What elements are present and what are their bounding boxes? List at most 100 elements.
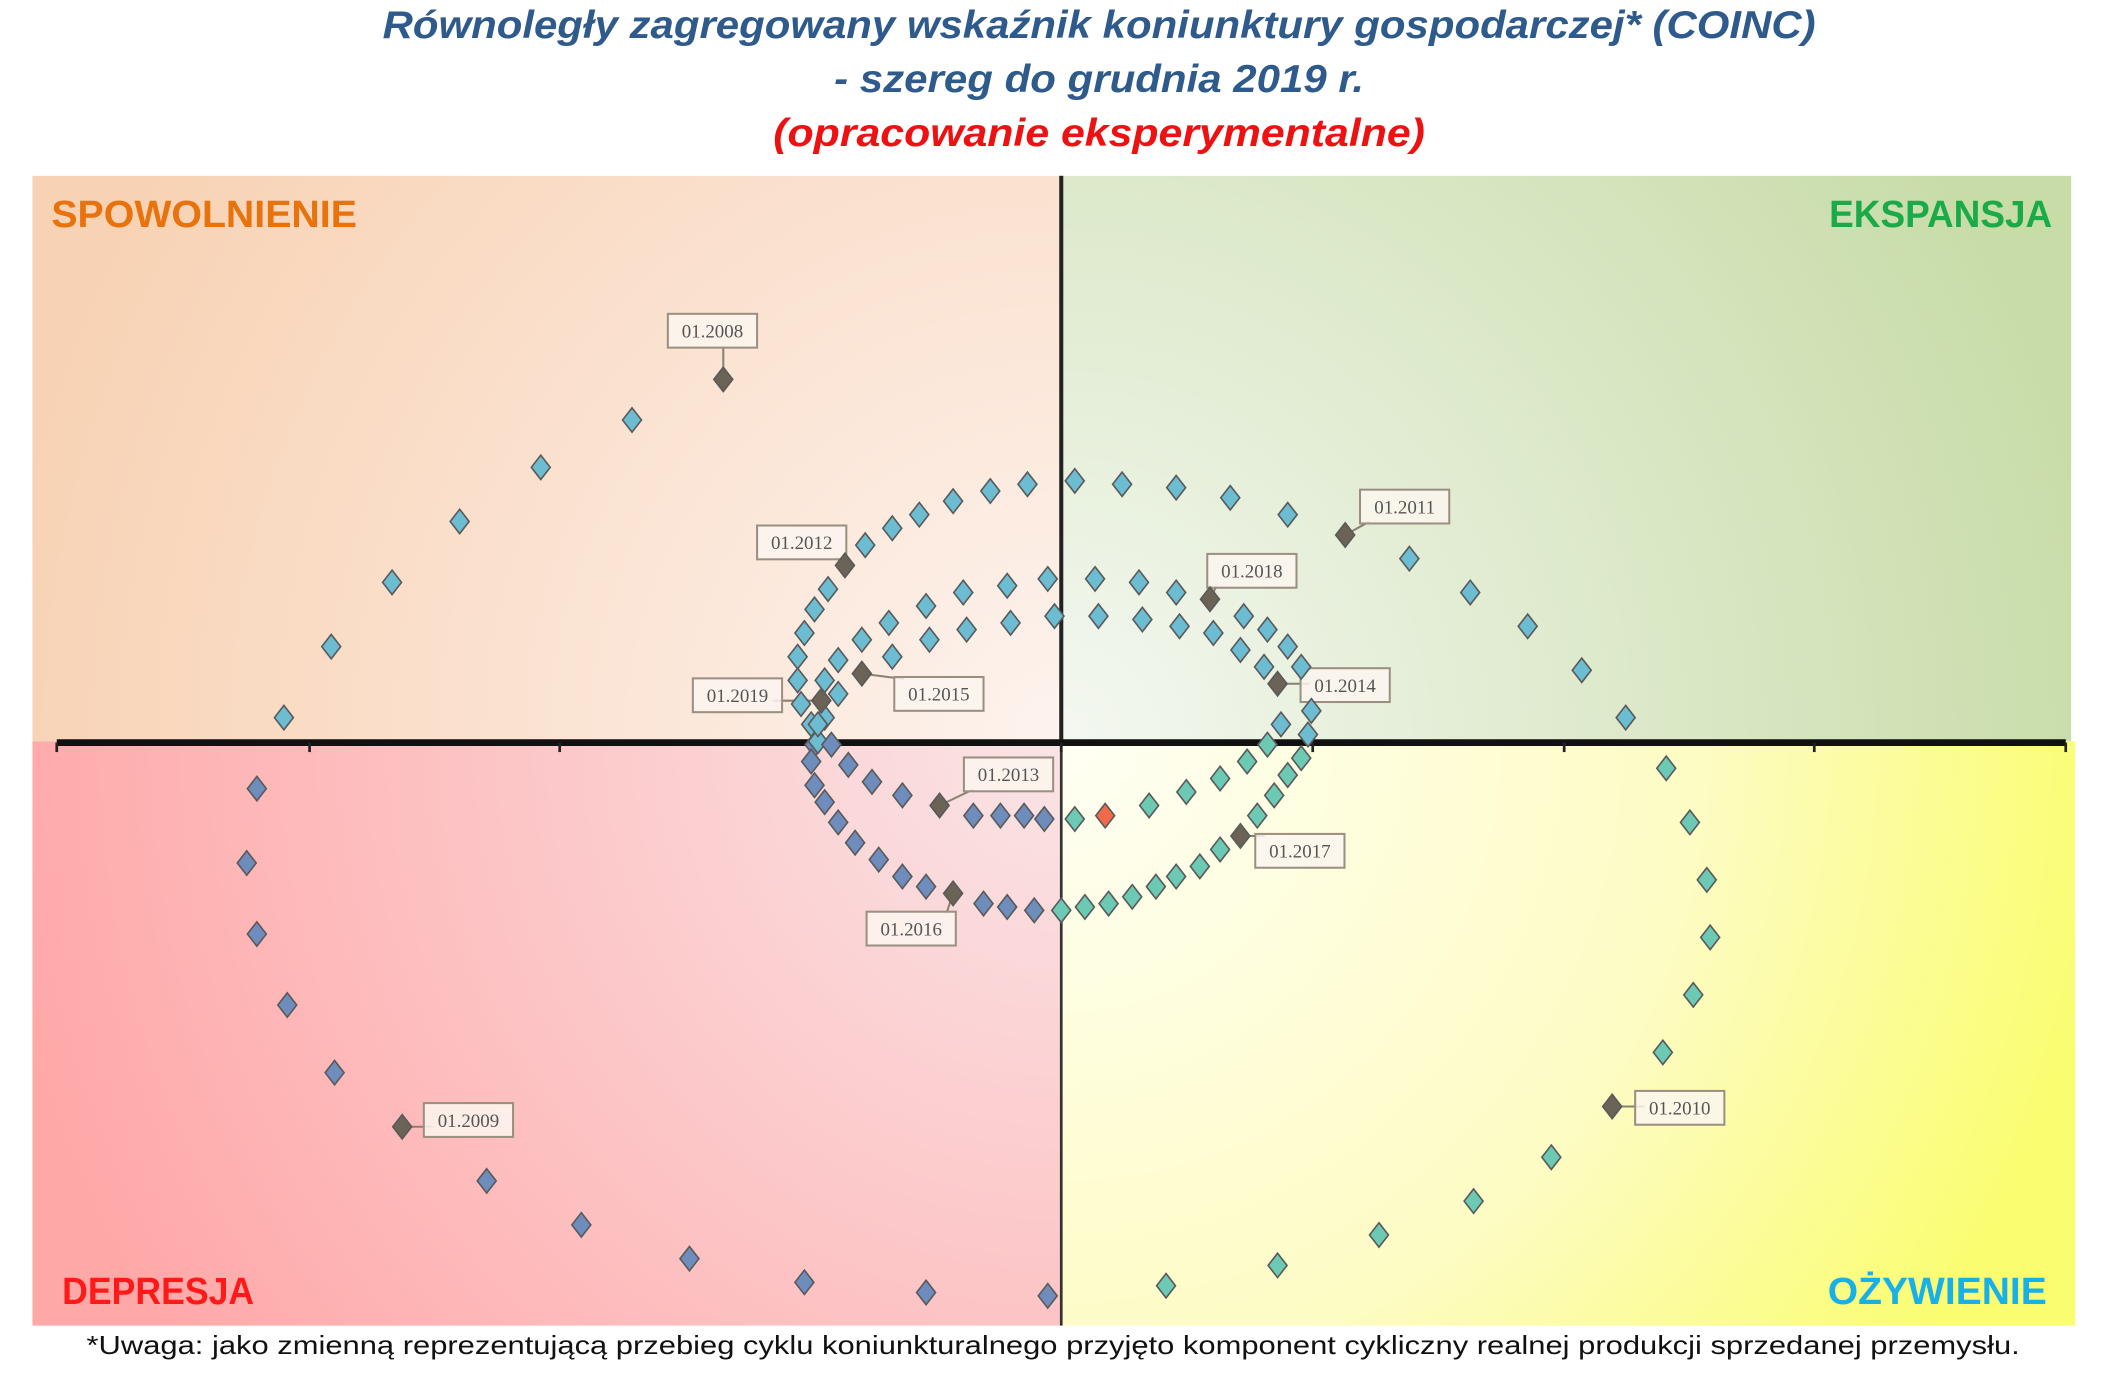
data-point xyxy=(804,771,826,799)
data-point xyxy=(868,846,890,874)
callout-date: 01.2013 xyxy=(978,765,1039,786)
callout-date: 01.2015 xyxy=(908,685,969,706)
data-point xyxy=(800,748,822,776)
data-point xyxy=(834,551,856,579)
data-point-latest xyxy=(1094,802,1116,830)
data-point xyxy=(827,680,849,708)
callout-date: 01.2018 xyxy=(1221,562,1282,583)
data-point xyxy=(1679,808,1701,836)
callout-box xyxy=(865,910,957,947)
data-point xyxy=(1267,670,1289,698)
data-point xyxy=(973,890,995,918)
data-point xyxy=(1256,731,1278,759)
data-point xyxy=(1233,602,1255,630)
date-callout: 01.2012 xyxy=(756,524,848,567)
data-point xyxy=(881,514,903,542)
callout-box xyxy=(666,312,759,349)
data-point xyxy=(391,1113,413,1141)
data-point xyxy=(915,592,937,620)
data-point xyxy=(1121,883,1143,911)
data-point xyxy=(1087,602,1109,630)
callout-box xyxy=(893,675,985,712)
data-point xyxy=(851,660,873,688)
quadrant-depresja xyxy=(32,741,1062,1326)
data-point xyxy=(851,626,873,654)
data-point xyxy=(793,1268,815,1296)
callout-date: 01.2019 xyxy=(707,686,768,707)
data-point xyxy=(1128,568,1150,596)
data-point xyxy=(942,879,964,907)
data-point xyxy=(942,487,964,515)
data-point xyxy=(854,531,876,559)
data-point xyxy=(1540,1143,1562,1171)
data-point xyxy=(1023,896,1045,924)
data-point xyxy=(1098,890,1120,918)
data-point xyxy=(1044,602,1065,630)
data-point xyxy=(1246,802,1268,830)
data-point xyxy=(996,893,1018,921)
data-point xyxy=(381,568,403,596)
data-point xyxy=(837,751,859,779)
data-point xyxy=(1074,893,1096,921)
data-point xyxy=(1236,748,1258,776)
callout-date: 01.2010 xyxy=(1649,1099,1710,1120)
data-point xyxy=(1037,565,1059,593)
date-callout: 01.2010 xyxy=(1612,1089,1726,1126)
data-point xyxy=(1263,781,1285,809)
data-point xyxy=(820,731,842,759)
callout-date: 01.2009 xyxy=(438,1111,499,1132)
quadrant-label-ozywienie: OŻYWIENIE xyxy=(1828,1271,2047,1313)
data-point xyxy=(787,666,809,694)
data-point xyxy=(1013,802,1035,830)
data-point xyxy=(952,578,974,606)
data-point xyxy=(1165,578,1187,606)
data-point xyxy=(1050,896,1072,924)
callout-date: 01.2008 xyxy=(682,321,743,342)
callout-date: 01.2016 xyxy=(880,919,941,940)
data-point xyxy=(881,643,903,671)
data-point xyxy=(979,477,1001,505)
data-point xyxy=(1189,852,1211,880)
data-point xyxy=(1699,923,1721,951)
data-point xyxy=(1202,619,1224,647)
data-point xyxy=(1615,704,1637,732)
callout-box xyxy=(1254,832,1346,869)
callout-box xyxy=(1206,552,1298,589)
callout-date: 01.2012 xyxy=(771,533,832,554)
data-point xyxy=(1652,1038,1674,1066)
data-point xyxy=(1696,866,1718,894)
data-point xyxy=(1111,470,1133,498)
data-point xyxy=(621,406,643,434)
callout-box xyxy=(1299,667,1391,704)
date-callout: 01.2011 xyxy=(1344,488,1451,536)
data-point xyxy=(962,802,984,830)
callout-box xyxy=(691,677,784,714)
data-point xyxy=(236,849,258,877)
data-point xyxy=(1169,612,1191,640)
data-point xyxy=(915,873,937,901)
data-point xyxy=(1290,744,1312,772)
data-point xyxy=(790,690,812,718)
date-callout: 01.2019 xyxy=(691,677,822,714)
chart-subtitle: - szereg do grudnia 2019 r. xyxy=(834,58,1364,101)
data-point xyxy=(1463,1187,1485,1215)
data-point xyxy=(1131,606,1153,634)
data-point xyxy=(918,626,940,654)
date-callout: 01.2009 xyxy=(402,1102,515,1138)
data-point xyxy=(1165,474,1187,502)
data-point xyxy=(1601,1092,1623,1120)
date-callout: 01.2018 xyxy=(1206,552,1298,600)
date-callout: 01.2015 xyxy=(861,672,985,712)
data-points xyxy=(236,365,1721,1310)
callout-box xyxy=(962,756,1055,793)
data-point xyxy=(530,453,552,481)
data-point xyxy=(1084,565,1106,593)
chart-note-experimental: (opracowanie eksperymentalne) xyxy=(773,112,1425,155)
data-point xyxy=(570,1211,592,1239)
callout-box xyxy=(422,1102,515,1138)
data-point xyxy=(1138,792,1160,820)
data-point xyxy=(793,619,815,647)
data-point xyxy=(678,1245,700,1273)
data-point xyxy=(324,1059,346,1087)
